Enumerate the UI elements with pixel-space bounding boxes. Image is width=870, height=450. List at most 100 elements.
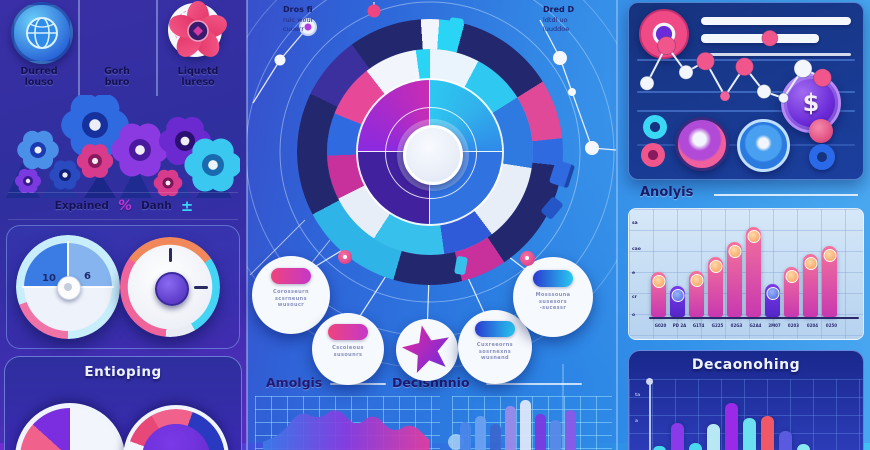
- decisions-bar: [550, 420, 561, 450]
- badge-text: Mosssouna: [535, 292, 571, 298]
- gauge-value-left: 10: [42, 273, 56, 284]
- decisions-bar: [460, 422, 471, 450]
- cyan-donut-icon[interactable]: [643, 115, 667, 139]
- pink-pill-icon: [328, 324, 368, 340]
- decisions-bar: [475, 416, 486, 450]
- data-point: [657, 36, 676, 56]
- data-point: [696, 51, 715, 71]
- decisions-label: Decisnnnio: [392, 375, 470, 390]
- stat-label: Durred louso: [20, 66, 58, 88]
- flower: [184, 138, 240, 192]
- callout-line: ruic wour: [283, 15, 314, 24]
- flower-icon[interactable]: [167, 0, 229, 62]
- bar-cap-icon: [728, 244, 741, 258]
- analytics-bar: [727, 242, 742, 317]
- orb-icon-blue[interactable]: [737, 119, 790, 172]
- emerging-donut[interactable]: Cashroutrs: [123, 405, 229, 450]
- decisions-bar: [520, 400, 531, 450]
- divider: [8, 219, 238, 220]
- divider-dash: [330, 383, 386, 385]
- percent-icon: %: [117, 198, 132, 214]
- data-point: [778, 92, 789, 104]
- callout-badge-4[interactable]: Mosssouna susesors -sucessr: [513, 257, 593, 337]
- callout-line: Dros fi: [283, 5, 313, 14]
- blue-pill-icon: [533, 270, 573, 287]
- orb-icon-pink[interactable]: [675, 117, 729, 171]
- badge-text: susesors: [539, 298, 567, 305]
- pin-dot-icon: [367, 4, 381, 18]
- pink-blob-icon[interactable]: [809, 119, 833, 143]
- data-point: [639, 75, 655, 91]
- analytics-bar-chart[interactable]: sa cao e cr o G020 PD 2A G1T4 G225 02G3 G2A4 2M07 0…: [628, 208, 864, 340]
- connector-dot: [274, 54, 286, 66]
- pink-donut-icon[interactable]: [641, 143, 665, 167]
- x-tick-label: 0250: [825, 323, 838, 328]
- badge-text: sosrnexns: [478, 348, 512, 355]
- callout-line: cuuerr: [283, 25, 305, 33]
- y-tick-label: e: [632, 271, 636, 276]
- y-tick-label: ta: [635, 393, 641, 398]
- pin-dot-icon: [338, 250, 352, 264]
- stat-tile-1: Durred louso: [0, 0, 78, 100]
- gauges-card: 10 6: [6, 225, 240, 349]
- callout-badge-1[interactable]: Corosseurn scsrneuns wusoucr: [252, 256, 330, 334]
- tick-top: [169, 248, 172, 262]
- y-axis-line: [649, 383, 651, 450]
- analysis-mini-chart[interactable]: [255, 396, 440, 450]
- callout-badge-3[interactable]: Cuxreeorns sosrnexns wusnand: [458, 310, 532, 384]
- emerging-pie[interactable]: [15, 403, 125, 450]
- decommissioning-bar: [653, 446, 666, 450]
- gauge-value-right: 6: [84, 271, 91, 282]
- decisions-mini-chart[interactable]: [448, 396, 612, 450]
- star-badge[interactable]: [396, 319, 458, 381]
- bar-cap-icon: [785, 269, 798, 283]
- gauge-knob: [155, 272, 189, 306]
- trend-line-chart: [639, 29, 832, 104]
- emerging-donut-ring: [127, 409, 225, 450]
- y-axis-labels: sa cao e cr o: [632, 209, 650, 339]
- decommissioning-bar: [725, 403, 738, 450]
- decommissioning-card: Decaonohing ta a: [628, 350, 864, 450]
- divider-dash: [486, 383, 582, 385]
- connector-dot: [585, 141, 599, 155]
- y-tick-label: cao: [632, 247, 641, 252]
- decommissioning-bar: [743, 418, 756, 450]
- y-tick-label: cr: [632, 295, 637, 300]
- badge-text: scsrneuns: [274, 295, 308, 302]
- flower: [111, 123, 169, 177]
- radial-wheel[interactable]: [297, 19, 563, 285]
- data-point: [735, 57, 754, 77]
- decommissioning-bar: [761, 416, 774, 450]
- globe-glyph: [26, 17, 58, 49]
- x-tick-label: PD 2A: [672, 323, 687, 328]
- title-rule: [714, 194, 858, 196]
- y-axis-labels: ta a: [635, 379, 647, 450]
- x-tick-label: G2A4: [749, 323, 762, 328]
- stat-label: Liquetd lureso: [177, 66, 219, 88]
- gauge-right[interactable]: [120, 237, 220, 337]
- dollar-glyph: $: [802, 89, 820, 117]
- column-divider-right: [616, 0, 618, 450]
- gauge-left[interactable]: 10 6: [16, 235, 120, 339]
- badge-text: wusnand: [480, 355, 510, 361]
- decisions-bar: [535, 414, 546, 450]
- decisions-bar: [565, 410, 576, 450]
- kpi-card: $: [628, 2, 864, 180]
- star-icon: [401, 325, 449, 373]
- y-tick-label: a: [635, 419, 639, 424]
- legend-left-label: Expained: [54, 200, 109, 212]
- analytics-bar: [784, 267, 799, 317]
- badge-text: susounrs: [333, 351, 363, 358]
- blue-donut-icon[interactable]: [809, 144, 835, 170]
- flower: [76, 144, 114, 178]
- axis-cap-dot: [646, 378, 653, 385]
- globe-icon[interactable]: [11, 2, 73, 64]
- gauge-hub: [57, 276, 81, 300]
- wheel-inner-guide: [385, 107, 477, 199]
- badge-text: Cuxreeorns: [476, 342, 514, 348]
- data-point: [756, 84, 772, 100]
- bars-layer[interactable]: [629, 351, 863, 450]
- data-point: [813, 68, 832, 88]
- connector-dot: [553, 51, 567, 65]
- callout-badge-2[interactable]: Cscoieous susounrs: [312, 313, 384, 385]
